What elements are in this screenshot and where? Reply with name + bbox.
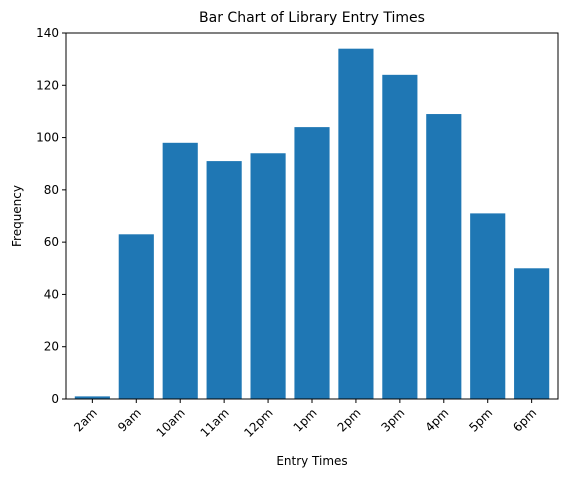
x-tick-label: 6pm: [510, 406, 539, 435]
bar-2pm: [338, 48, 374, 399]
y-tick-label: 60: [44, 235, 59, 249]
plot-frame: [65, 32, 559, 400]
y-axis-ticks: 0 20 40 60 80 100 120 140: [36, 26, 66, 406]
y-tick-label: 40: [44, 287, 59, 301]
x-tick-label: 4pm: [422, 406, 451, 435]
bars-group: [74, 48, 550, 400]
y-tick-label: 80: [44, 183, 59, 197]
bar-1pm: [294, 127, 330, 399]
bar-10am: [162, 142, 198, 400]
bar-2am: [74, 396, 110, 399]
x-tick-label: 11am: [198, 406, 232, 440]
y-tick-label: 0: [51, 392, 59, 406]
x-tick-label: 5pm: [466, 406, 495, 435]
x-tick-label: 1pm: [291, 406, 320, 435]
bar-4pm: [426, 114, 462, 400]
bar-9am: [118, 234, 154, 399]
bar-11am: [206, 161, 242, 399]
x-tick-label: 12pm: [241, 406, 275, 440]
x-axis-ticks: 2am 9am 10am 11am 12pm 1pm 2pm 3pm 4pm 5pm 6pm: [71, 399, 539, 440]
x-tick-label: 10am: [154, 406, 188, 440]
x-tick-label: 2am: [71, 406, 100, 435]
bar-3pm: [382, 74, 418, 399]
y-tick-label: 140: [36, 26, 59, 40]
y-tick-label: 20: [44, 340, 59, 354]
y-tick-label: 120: [36, 78, 59, 92]
x-tick-label: 2pm: [335, 406, 364, 435]
bar-6pm: [514, 268, 550, 399]
x-axis-label: Entry Times: [276, 454, 347, 468]
y-tick-label: 100: [36, 131, 59, 145]
x-tick-label: 3pm: [378, 406, 407, 435]
x-tick-label: 9am: [115, 406, 144, 435]
bar-5pm: [470, 213, 506, 399]
bar-12pm: [250, 153, 286, 399]
y-axis-label: Frequency: [10, 185, 24, 247]
chart-title: Bar Chart of Library Entry Times: [199, 10, 425, 26]
